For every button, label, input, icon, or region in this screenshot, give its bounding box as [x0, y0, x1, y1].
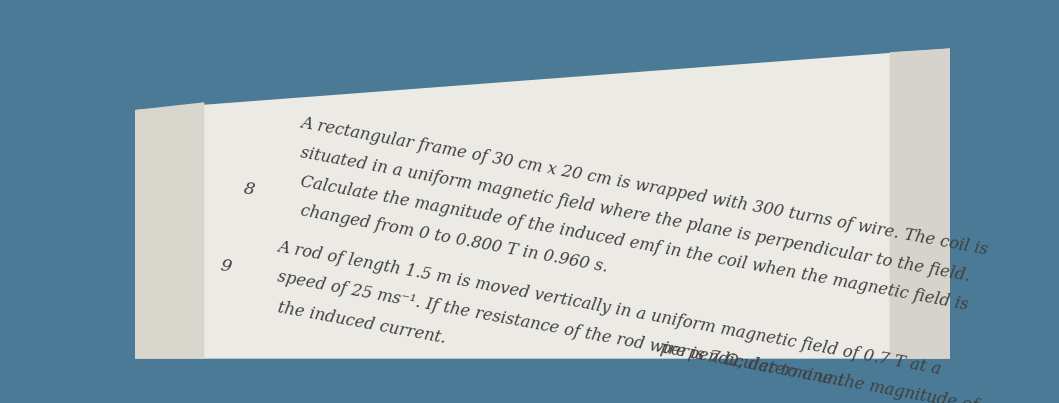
Text: 8: 8	[243, 180, 256, 199]
Text: 9: 9	[219, 257, 233, 276]
Text: A rod of length 1.5 m is moved vertically in a uniform magnetic field of 0.7 T a: A rod of length 1.5 m is moved verticall…	[276, 238, 943, 378]
Text: perpendicular to a uni: perpendicular to a uni	[659, 340, 844, 390]
Text: changed from 0 to 0.800 T in 0.960 s.: changed from 0 to 0.800 T in 0.960 s.	[299, 202, 609, 276]
Polygon shape	[136, 48, 951, 359]
Polygon shape	[890, 48, 951, 359]
Text: speed of 25 ms⁻¹. If the resistance of the rod wire is 7 Ω, determine the magnit: speed of 25 ms⁻¹. If the resistance of t…	[276, 269, 979, 403]
Text: A rectangular frame of 30 cm x 20 cm is wrapped with 300 turns of wire. The coil: A rectangular frame of 30 cm x 20 cm is …	[299, 115, 989, 259]
Polygon shape	[136, 102, 204, 359]
Text: the induced current.: the induced current.	[276, 299, 447, 347]
Text: Calculate the magnitude of the induced emf in the coil when the magnetic field i: Calculate the magnitude of the induced e…	[299, 173, 970, 314]
Text: situated in a uniform magnetic field where the plane is perpendicular to the fie: situated in a uniform magnetic field whe…	[299, 144, 972, 285]
Polygon shape	[136, 48, 951, 359]
